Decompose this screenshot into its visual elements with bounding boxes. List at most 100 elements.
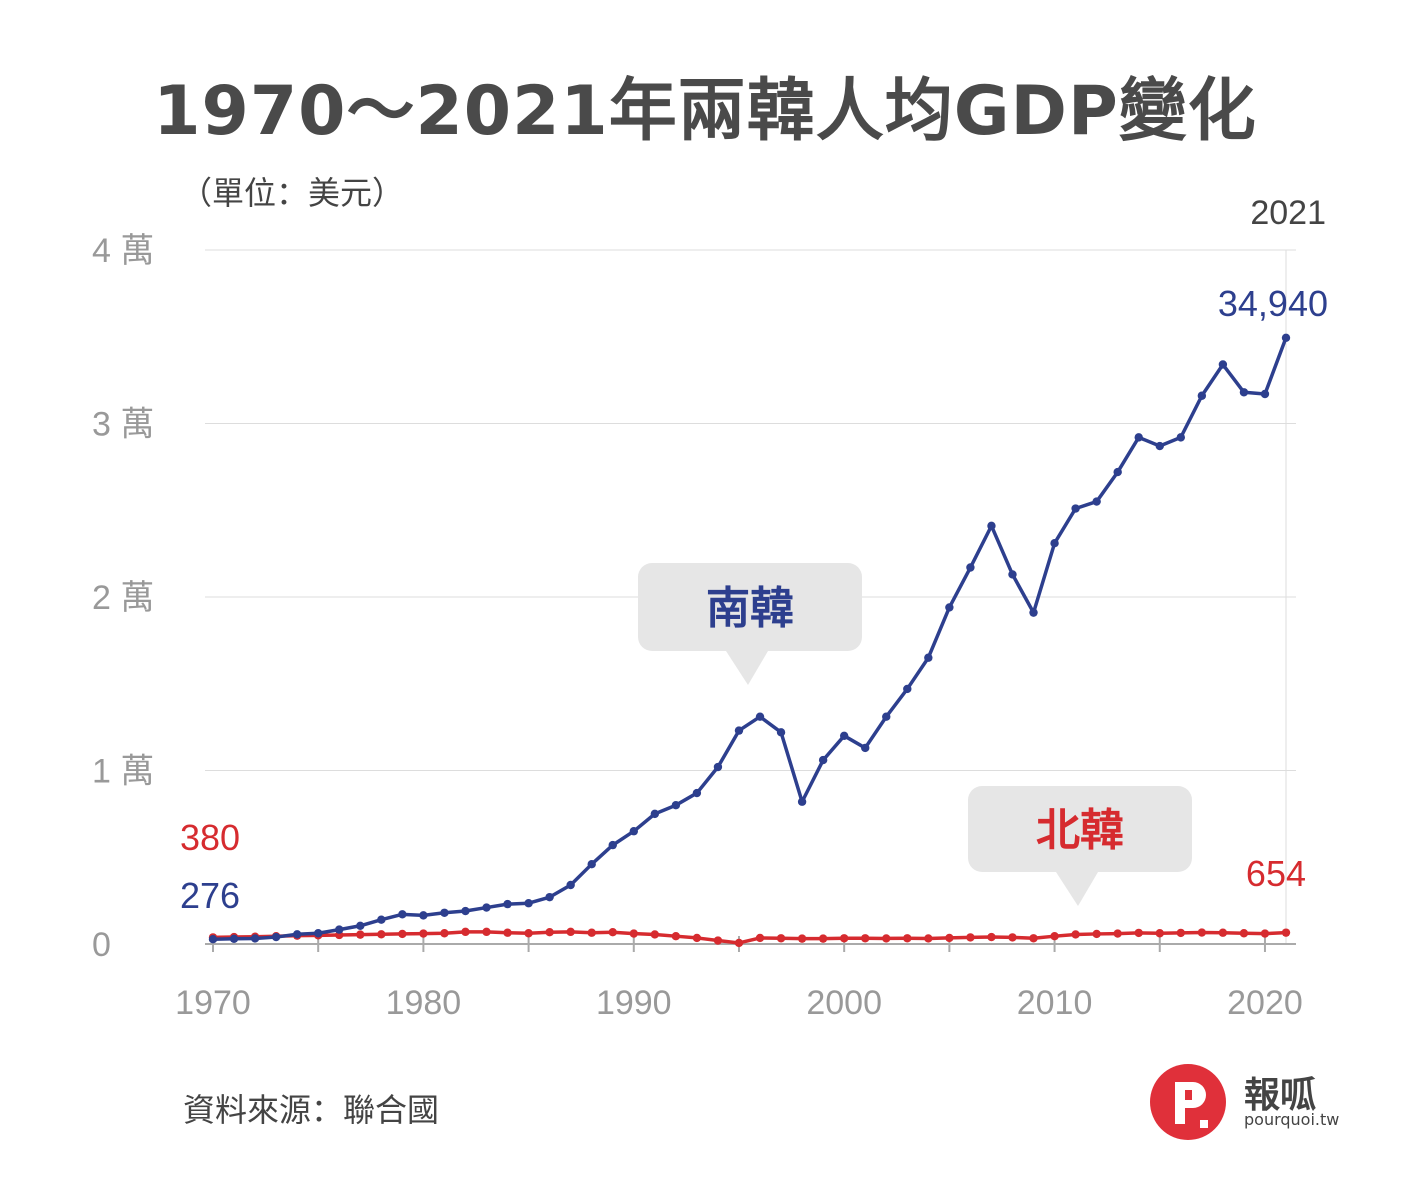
callout-pointer [726,651,768,685]
data-point-south-korea [1113,467,1122,477]
data-point-north-korea [608,928,617,937]
series-line-south-korea [212,337,1288,941]
data-point-south-korea [945,603,954,612]
data-point-north-korea [1239,929,1249,938]
data-point-north-korea [797,934,807,943]
data-point-south-korea [924,653,933,662]
data-point-north-korea [1197,928,1207,937]
data-point-north-korea [1113,929,1122,938]
data-point-south-korea [692,788,702,798]
data-point-south-korea [524,899,533,908]
data-point-north-korea [503,928,512,937]
data-point-south-korea [755,712,765,721]
data-point-south-korea [650,809,660,819]
data-point-south-korea [208,935,218,944]
data-point-north-korea [713,936,723,945]
data-point-south-korea [419,911,428,920]
data-point-south-korea [1176,433,1186,442]
y-tick-label: 4 萬 [92,232,154,270]
data-point-north-korea [734,938,744,948]
data-point-north-korea [966,933,975,942]
data-point-south-korea [335,925,344,934]
data-point-north-korea [587,928,596,937]
data-point-north-korea [1218,928,1228,937]
data-point-south-korea [292,930,302,939]
data-point-north-korea [440,929,449,938]
callout-label: 北韓 [1036,805,1124,856]
data-point-south-korea [987,521,996,531]
data-point-south-korea [250,934,260,943]
x-tick-label: 1980 [386,984,462,1022]
data-point-north-korea [945,933,954,943]
brand-logo: 報呱 pourquoi.tw [1148,1062,1348,1142]
data-point-south-korea [797,797,807,806]
data-point-north-korea [1281,928,1291,937]
data-point-north-korea [1071,930,1080,939]
data-point-south-korea [861,743,870,753]
data-point-south-korea [587,859,596,869]
data-point-north-korea [671,931,681,941]
north-end-label: 654 [1246,853,1306,894]
data-point-north-korea [1008,933,1017,942]
north-start-label: 380 [180,817,240,858]
data-point-south-korea [1050,539,1059,548]
chart-title: 1970～2021年兩韓人均GDP變化 [153,72,1257,151]
data-point-south-korea [482,903,491,912]
data-point-north-korea [524,929,533,938]
data-point-south-korea [440,908,449,917]
data-point-north-korea [1176,928,1186,938]
data-point-north-korea [398,929,407,939]
data-point-north-korea [356,930,365,939]
data-point-south-korea [461,906,470,916]
data-point-south-korea [313,929,323,938]
data-point-north-korea [629,929,638,938]
y-tick-label: 0 [92,926,111,964]
data-point-north-korea [545,928,554,937]
callout-box [638,563,862,651]
data-point-north-korea [987,932,996,942]
data-point-south-korea [903,684,912,694]
data-point-north-korea [924,934,933,943]
data-point-south-korea [882,712,891,721]
data-point-north-korea [839,934,849,943]
data-point-south-korea [1134,433,1143,442]
data-point-north-korea [461,927,470,937]
callout-box [968,786,1192,872]
data-point-south-korea [1071,504,1080,513]
data-point-south-korea [1218,360,1228,369]
data-point-south-korea [713,762,723,772]
data-point-south-korea [566,880,575,890]
data-point-south-korea [503,899,512,909]
data-point-south-korea [1092,497,1101,506]
data-point-south-korea [1008,570,1017,579]
data-point-north-korea [882,934,891,943]
data-point-north-korea [861,934,870,943]
brand-name: 報呱 [1244,1075,1317,1116]
data-point-south-korea [818,755,828,765]
series-line-north-korea [212,930,1287,945]
data-point-north-korea [1260,929,1270,938]
data-point-south-korea [271,932,281,942]
callout-north-korea: 北韓 [968,786,1192,906]
top-year-label: 2021 [1250,194,1326,232]
data-point-south-korea [356,921,365,930]
data-point-south-korea [1155,441,1164,451]
data-point-south-korea [1239,388,1249,397]
x-tick-label: 2010 [1017,984,1093,1022]
data-point-north-korea [650,930,660,939]
data-point-south-korea [608,840,617,850]
data-point-south-korea [776,728,786,737]
data-point-north-korea [1050,931,1059,941]
x-tick-label: 1990 [596,984,672,1022]
callout-label: 南韓 [706,583,794,634]
brand-icon [1150,1064,1226,1140]
data-point-north-korea [377,930,386,939]
grid-lines [205,249,1296,944]
y-axis-ticks: 0 1 萬 2 萬 3 萬 4 萬 [92,232,154,964]
y-tick-label: 3 萬 [92,406,154,444]
data-point-south-korea [671,801,681,810]
y-tick-label: 1 萬 [92,753,154,791]
data-point-south-korea [839,731,849,740]
